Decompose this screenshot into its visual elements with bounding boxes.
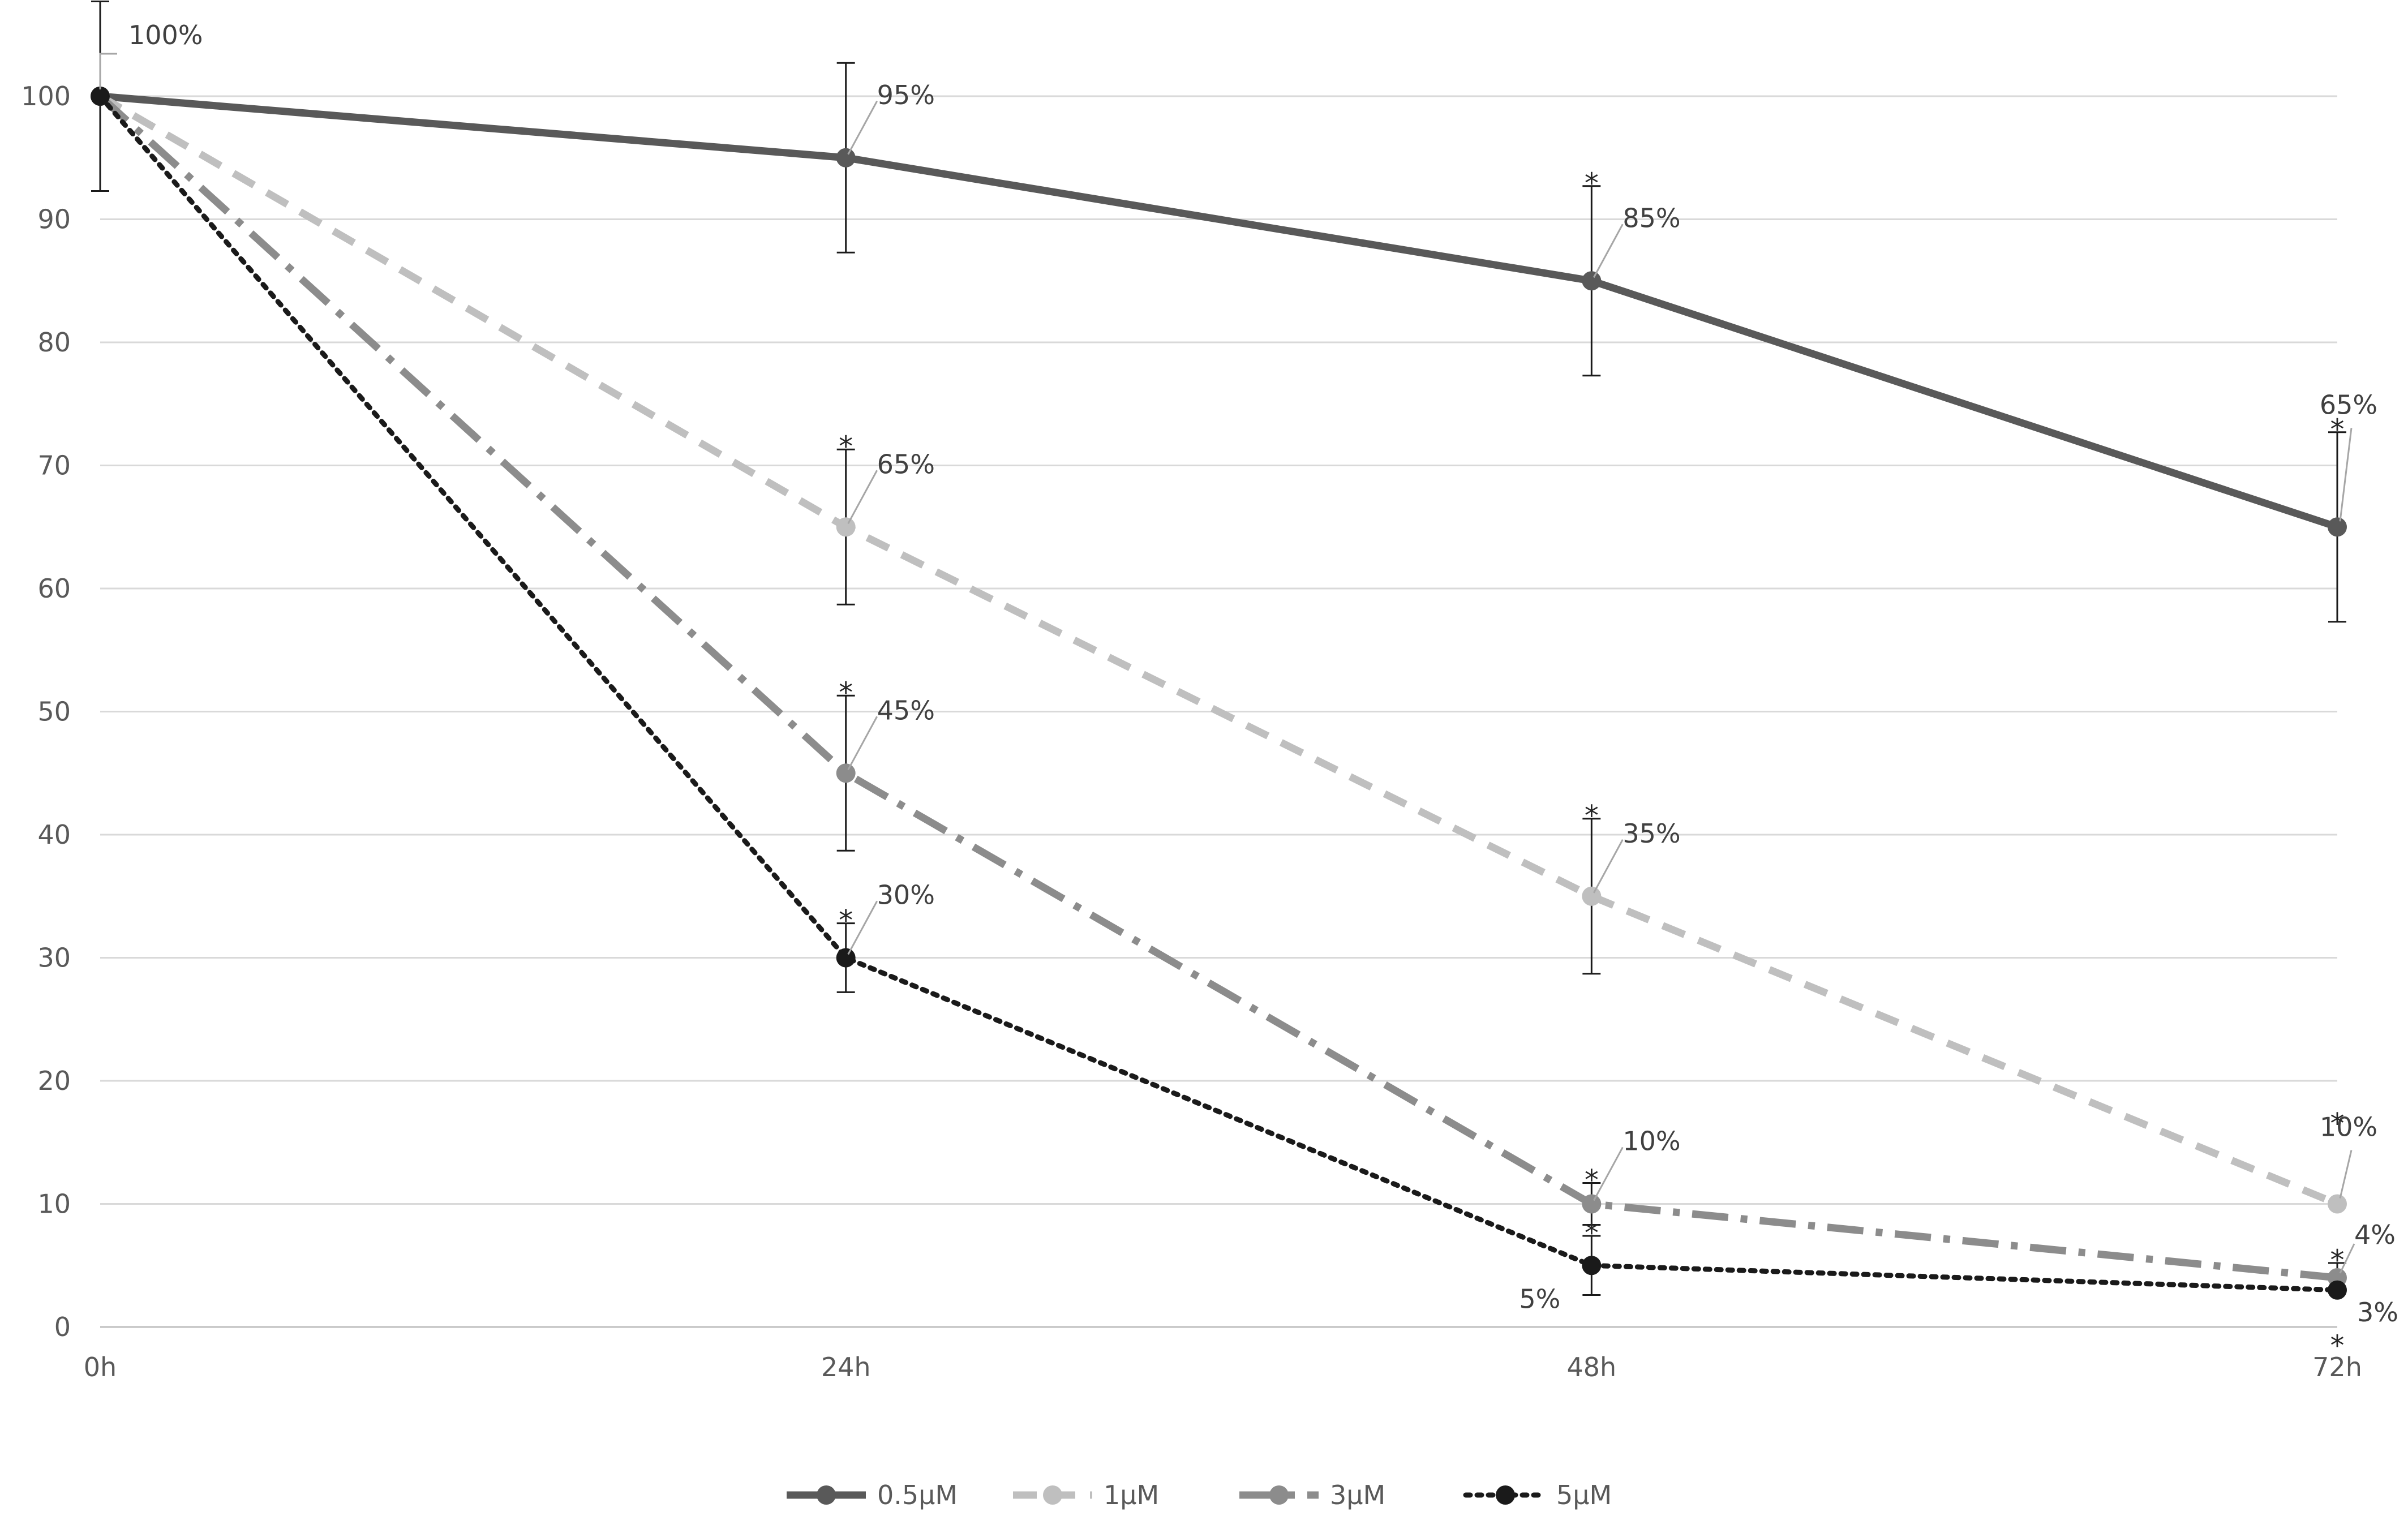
leader-line [847,101,878,155]
series-line-1 [98,93,2339,1208]
data-point [91,87,110,106]
significance-star: * [839,676,853,709]
data-point [836,763,856,783]
data-point [2328,1194,2347,1214]
legend-swatch-marker [1269,1485,1289,1505]
data-point [1582,886,1602,906]
data-label: 35% [1622,818,1680,849]
x-tick-label: 24h [821,1352,871,1382]
data-point [1582,271,1602,291]
significance-star: * [1585,167,1599,200]
leader-line [2339,428,2353,522]
legend-label: 3μM [1330,1480,1385,1510]
data-label: 30% [877,880,935,910]
data-label: 4% [2354,1219,2396,1250]
significance-star: * [2330,1244,2345,1277]
data-point [2328,517,2347,537]
data-point [1582,1194,1602,1214]
data-label: 3% [2357,1297,2398,1328]
significance-star: * [1585,1217,1599,1249]
significance-star: * [839,904,853,937]
axes: 0 10 20 30 40 50 60 70 80 90 100 0h 24h 48h 72h [21,81,2362,1382]
data-point [1582,1256,1602,1275]
data-label: 45% [877,695,935,725]
data-label: 65% [877,449,935,479]
data-point [836,948,856,968]
series-line-3 [97,93,2340,1293]
y-tick-label: 0 [54,1312,71,1342]
data-labels: 100%95%85%*65%*65%*35%*10%*45%*10%*4%*30… [99,20,2398,1362]
y-tick-label: 10 [37,1189,71,1219]
legend-label: 5μM [1556,1480,1612,1510]
series-line-2 [97,93,2338,1282]
y-tick-label: 80 [37,327,71,358]
significance-star: * [2330,1329,2345,1362]
leader-line [1593,1146,1624,1201]
data-label: 95% [877,80,935,110]
data-point [836,517,856,537]
significance-star: * [1585,800,1599,832]
leader-line [847,470,878,524]
data-label: 10% [1622,1126,1680,1157]
legend-swatch-marker [1043,1485,1062,1505]
x-tick-label: 72h [2312,1352,2362,1382]
significance-star: * [839,430,853,463]
data-label: 10% [2320,1112,2377,1143]
series-lines [91,87,2347,1300]
legend-swatch-marker [817,1485,836,1505]
y-tick-label: 60 [37,573,71,604]
data-point [2328,1280,2347,1300]
y-tick-label: 90 [37,204,71,235]
leader-line [847,900,878,955]
leader-line [2339,1150,2353,1199]
leader-line [847,716,878,770]
y-tick-label: 50 [37,697,71,727]
x-tick-label: 0h [84,1352,117,1382]
data-label: 65% [2320,389,2377,420]
legend-label: 0.5μM [877,1480,958,1510]
y-tick-label: 70 [37,450,71,481]
x-tick-label: 48h [1566,1352,1616,1382]
y-tick-label: 20 [37,1066,71,1096]
leader-line [99,53,117,89]
y-tick-label: 30 [37,943,71,973]
legend: 0.5μM 1μM 3μM 5μM [787,1480,1612,1510]
y-tick-label: 100 [21,81,71,111]
series-line-0 [100,92,2339,531]
significance-star: * [2330,413,2345,446]
significance-star: * [2330,1107,2345,1140]
leader-line [1593,224,1624,278]
significance-star: * [1585,1164,1599,1197]
leader-line [1593,839,1624,894]
leader-line [2339,1243,2355,1274]
error-bars [91,1,2346,1296]
data-point [836,148,856,167]
data-label: 100% [128,20,203,50]
legend-swatch-marker [1496,1485,1515,1505]
data-label: 85% [1622,203,1680,233]
data-label: 5% [1519,1283,1560,1314]
legend-label: 1μM [1104,1480,1159,1510]
y-tick-label: 40 [37,819,71,850]
